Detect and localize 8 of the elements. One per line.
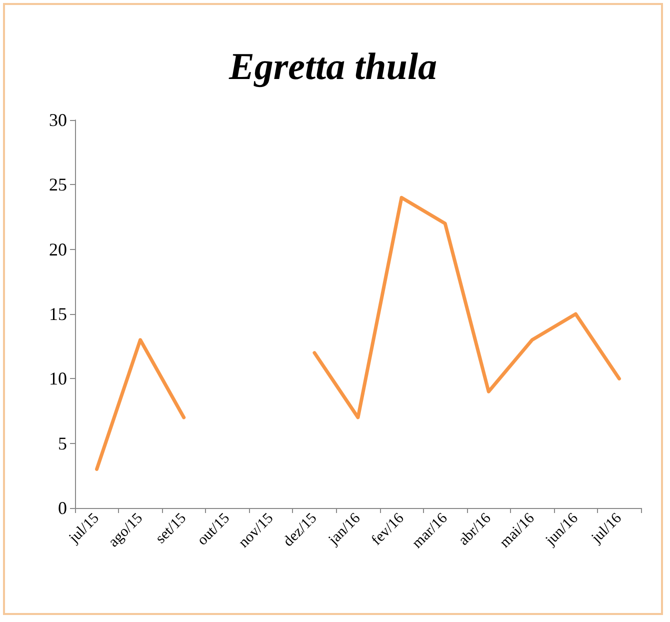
chart-title: Egretta thula [228,46,437,88]
y-tick-label: 30 [49,110,67,130]
y-tick-label: 0 [58,498,67,518]
y-tick-label: 5 [58,433,67,454]
y-tick-label: 15 [49,304,67,324]
y-tick-label: 25 [49,174,67,195]
y-tick-label: 10 [49,368,67,389]
y-tick-label: 20 [49,239,67,260]
